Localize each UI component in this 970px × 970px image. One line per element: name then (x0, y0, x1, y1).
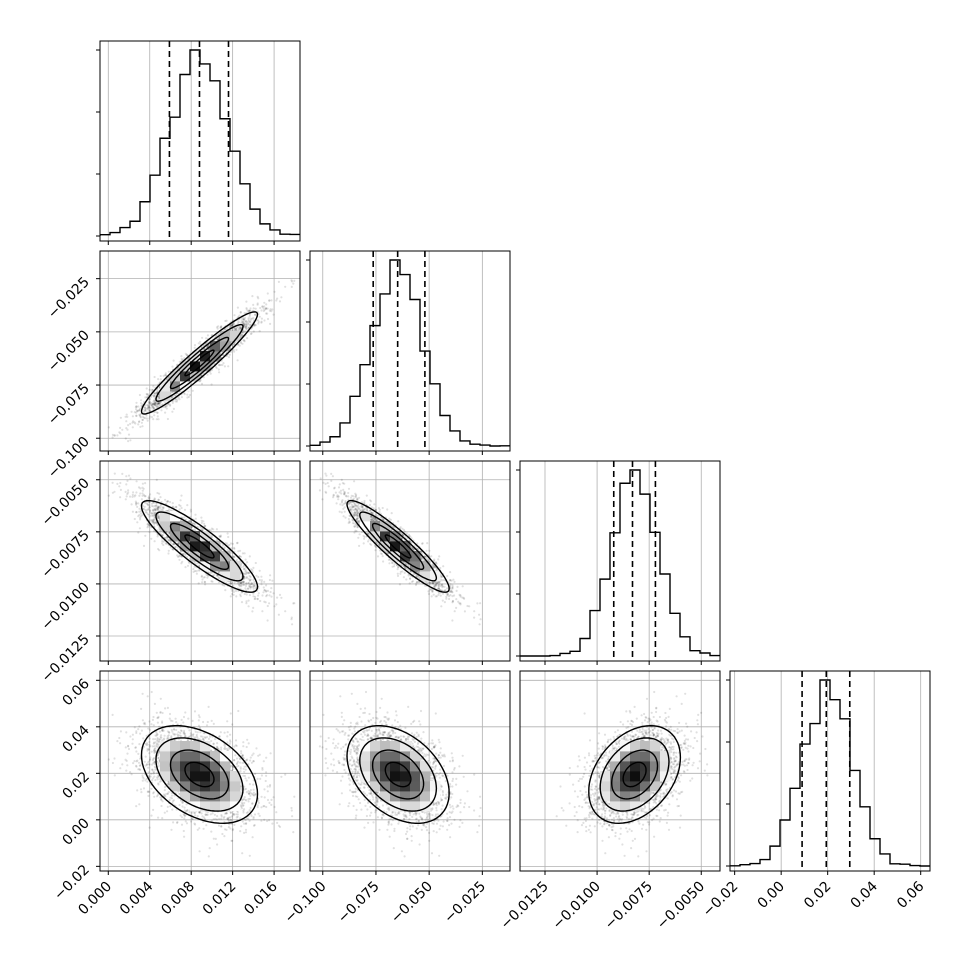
x-tick-label-2-3: −0.0050 (654, 879, 708, 933)
x-tick-label-0-2: 0.008 (158, 879, 198, 919)
contour-panel-3-2: −0.0125−0.0100−0.0075−0.0050 (498, 670, 721, 933)
panel-frame (729, 670, 931, 872)
histogram-step (100, 49, 300, 236)
contour-line-2 (599, 737, 670, 812)
contour-panel-3-1: −0.100 −0.075 −0.050 −0.025 (282, 670, 511, 927)
y-tick-label-3-3: 0.04 (59, 722, 92, 755)
y-tick-label-2-1: −0.0100 (39, 579, 93, 633)
panel-frame (99, 460, 301, 662)
y-tick-label-3-4: 0.06 (59, 676, 92, 709)
x-tick-label-3-4: 0.06 (894, 878, 927, 911)
x-tick-label-1-3: −0.025 (441, 879, 489, 927)
panel-frame (519, 670, 721, 872)
contour-line-1 (169, 749, 230, 800)
panel-frame (99, 40, 301, 242)
contour-panel-2-0: −0.0125−0.0100−0.0075−0.0050 (39, 460, 301, 686)
contour-line-3 (140, 499, 259, 593)
contour-panel-1-0: −0.100 −0.075 −0.050 −0.025 (45, 250, 301, 482)
contour-panel-2-1 (309, 460, 511, 665)
contour-line-1 (371, 522, 425, 570)
contour-line-0 (384, 534, 412, 559)
contour-line-1 (610, 749, 659, 800)
x-tick-label-2-1: −0.0100 (550, 879, 604, 933)
histogram-panel-2 (516, 460, 721, 665)
histogram-step (520, 469, 720, 657)
contour-line-2 (155, 323, 244, 402)
y-tick-label-2-2: −0.0075 (39, 527, 93, 581)
panel-frame (519, 460, 721, 662)
histogram-panel-3: −0.02 0.00 0.02 0.04 0.06 (700, 670, 931, 921)
x-tick-label-2-2: −0.0075 (602, 879, 656, 933)
panel-frame (309, 250, 511, 452)
y-tick-label-1-3: −0.025 (45, 274, 93, 322)
x-tick-label-3-1: 0.00 (755, 879, 788, 912)
contour-line-0 (184, 761, 215, 788)
contour-line-3 (346, 499, 450, 593)
x-tick-label-3-3: 0.04 (848, 878, 881, 911)
x-tick-label-3-0: −0.02 (700, 879, 742, 921)
contour-line-0 (184, 534, 215, 559)
contour-line-3 (346, 725, 450, 824)
panel-frame (99, 670, 301, 872)
panel-frame (309, 460, 511, 662)
contour-line-2 (359, 737, 438, 812)
x-tick-label-1-1: −0.075 (335, 879, 383, 927)
x-tick-label-0-1: 0.004 (117, 878, 157, 918)
x-tick-label-0-4: 0.016 (241, 878, 281, 918)
contour-line-0 (384, 761, 412, 788)
x-tick-label-0-3: 0.012 (200, 879, 240, 919)
contour-line-2 (359, 511, 438, 582)
contour-line-2 (155, 737, 244, 812)
contour-line-2 (155, 511, 244, 582)
contour-line-3 (140, 725, 259, 825)
y-tick-label-1-1: −0.075 (45, 381, 93, 429)
y-tick-label-3-1: 0.00 (59, 815, 92, 848)
x-tick-label-1-2: −0.050 (388, 879, 436, 927)
contour-line-1 (169, 522, 230, 570)
y-tick-label-2-3: −0.0050 (39, 475, 93, 529)
y-tick-label-1-0: −0.100 (45, 434, 93, 482)
y-tick-label-3-2: 0.02 (59, 769, 92, 802)
contour-line-1 (169, 336, 230, 390)
contour-line-1 (371, 749, 425, 800)
contour-panel-3-0: −0.020.000.020.040.060.000 0.004 0.008 0.01… (51, 670, 301, 919)
histogram-panel-1 (306, 250, 511, 455)
x-tick-label-1-0: −0.100 (282, 879, 330, 927)
contour-line-0 (622, 761, 647, 788)
contour-line-0 (184, 349, 215, 377)
contour-line-3 (588, 724, 682, 825)
x-tick-label-3-2: 0.02 (801, 879, 834, 912)
contour-line-3 (140, 311, 259, 415)
panel-frame (309, 670, 511, 872)
y-tick-label-1-2: −0.050 (45, 327, 93, 375)
panel-frame (99, 250, 301, 452)
x-tick-label-2-0: −0.0125 (498, 879, 552, 933)
histogram-step (730, 679, 930, 867)
y-tick-label-2-0: −0.0125 (39, 632, 93, 686)
histogram-step (310, 259, 510, 447)
histogram-panel-0 (96, 40, 301, 245)
